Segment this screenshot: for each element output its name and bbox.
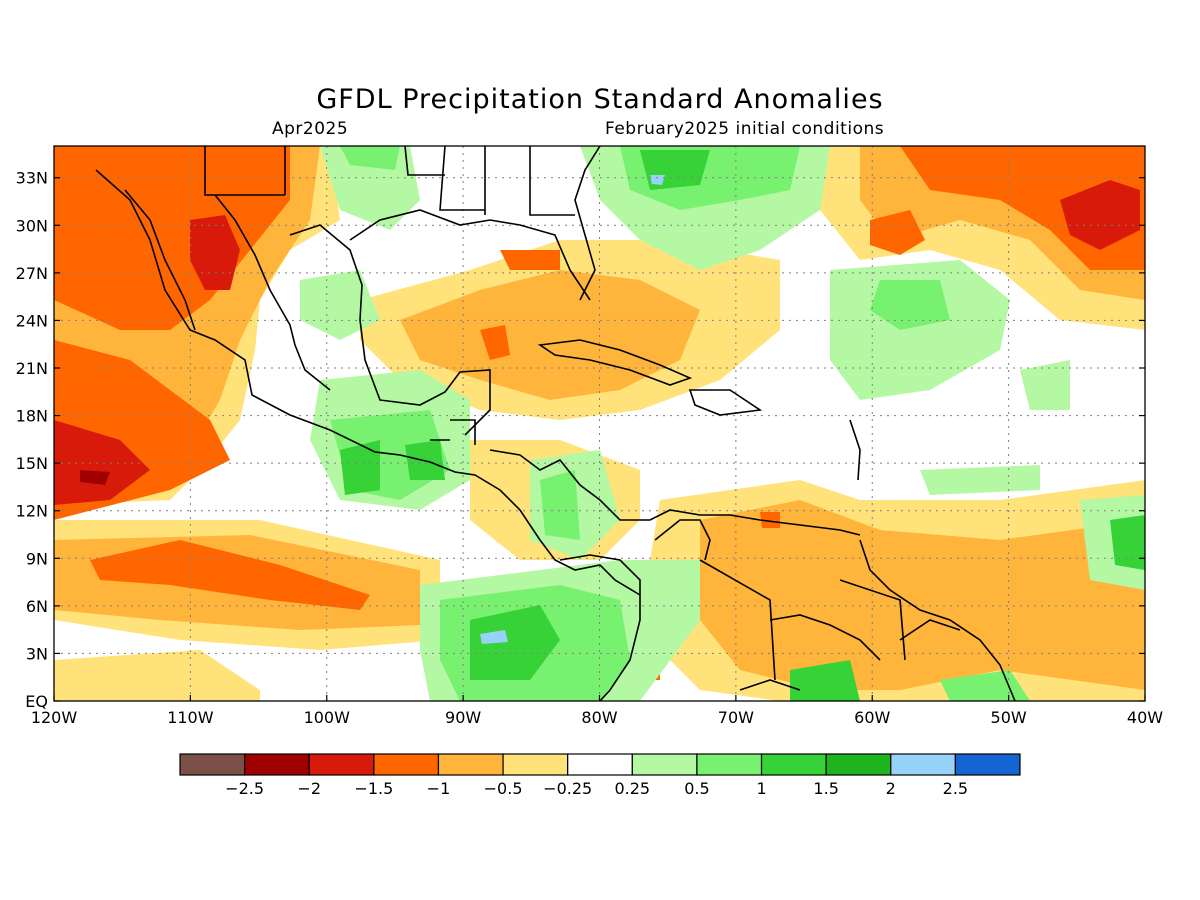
colorbar-label: 1: [756, 779, 766, 798]
lon-tick-label: 40W: [1127, 708, 1163, 727]
colorbar-label: −0.25: [543, 779, 592, 798]
lon-tick-label: 100W: [304, 708, 351, 727]
colorbar-label: −2: [297, 779, 321, 798]
lon-tick-label: 60W: [854, 708, 890, 727]
colorbar-label: −2.5: [225, 779, 264, 798]
lon-tick-label: 70W: [718, 708, 754, 727]
colorbar-label: 2.5: [943, 779, 968, 798]
colorbar-swatch: [697, 754, 762, 775]
lat-tick-label: 21N: [16, 359, 48, 378]
colorbar-swatch: [309, 754, 374, 775]
lat-tick-label: 6N: [26, 597, 48, 616]
lon-tick-label: 50W: [991, 708, 1027, 727]
colorbar-label: 0.25: [614, 779, 650, 798]
colorbar-label: −1: [427, 779, 451, 798]
colorbar-swatch: [891, 754, 956, 775]
colorbar-label: 2: [886, 779, 896, 798]
colorbar-swatch: [955, 754, 1020, 775]
lat-tick-label: 15N: [16, 454, 48, 473]
lat-tick-label: EQ: [25, 692, 48, 711]
colorbar-swatch: [374, 754, 439, 775]
lat-tick-label: 27N: [16, 264, 48, 283]
colorbar-label: −1.5: [354, 779, 393, 798]
colorbar: −2.5 −2 −1.5 −1 −0.5 −0.25 0.25 0.5 1 1.5 2 2.5: [180, 754, 1020, 798]
anomaly-field: [54, 146, 1145, 701]
lat-tick-label: 18N: [16, 407, 48, 426]
colorbar-swatch: [180, 754, 245, 775]
colorbar-swatch: [438, 754, 503, 775]
colorbar-swatch: [503, 754, 568, 775]
colorbar-label: 1.5: [813, 779, 838, 798]
colorbar-swatch: [826, 754, 891, 775]
lat-tick-label: 9N: [26, 549, 48, 568]
lon-tick-label: 80W: [581, 708, 617, 727]
colorbar-swatch: [245, 754, 310, 775]
colorbar-swatch: [632, 754, 697, 775]
lat-tick-label: 12N: [16, 502, 48, 521]
colorbar-label: 0.5: [684, 779, 709, 798]
precip-anomaly-map: 120W 110W 100W 90W 80W 70W 60W 50W 40W EQ3N6N9N1…: [0, 0, 1200, 900]
lat-tick-label: 33N: [16, 169, 48, 188]
colorbar-label: −0.5: [484, 779, 523, 798]
lat-tick-label: 3N: [26, 644, 48, 663]
lon-tick-label: 90W: [445, 708, 481, 727]
colorbar-swatch: [762, 754, 827, 775]
colorbar-swatch: [568, 754, 633, 775]
lat-tick-label: 30N: [16, 216, 48, 235]
lon-tick-label: 110W: [167, 708, 214, 727]
lat-tick-label: 24N: [16, 311, 48, 330]
